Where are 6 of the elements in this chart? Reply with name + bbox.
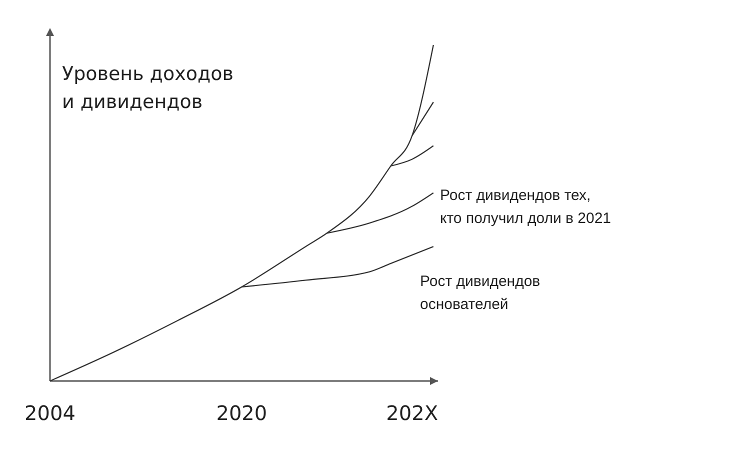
x-tick-label: 2004: [24, 401, 76, 425]
text: Рост дивидендов тех, кто получил доли в 2021: [440, 187, 612, 227]
x-tick-label: 2020: [216, 401, 268, 425]
annotation: Рост дивидендов основателей: [420, 273, 540, 313]
x-tick-label: 202X: [386, 401, 438, 425]
y-axis-title: Уровень доходов и дивидендов: [62, 63, 234, 113]
